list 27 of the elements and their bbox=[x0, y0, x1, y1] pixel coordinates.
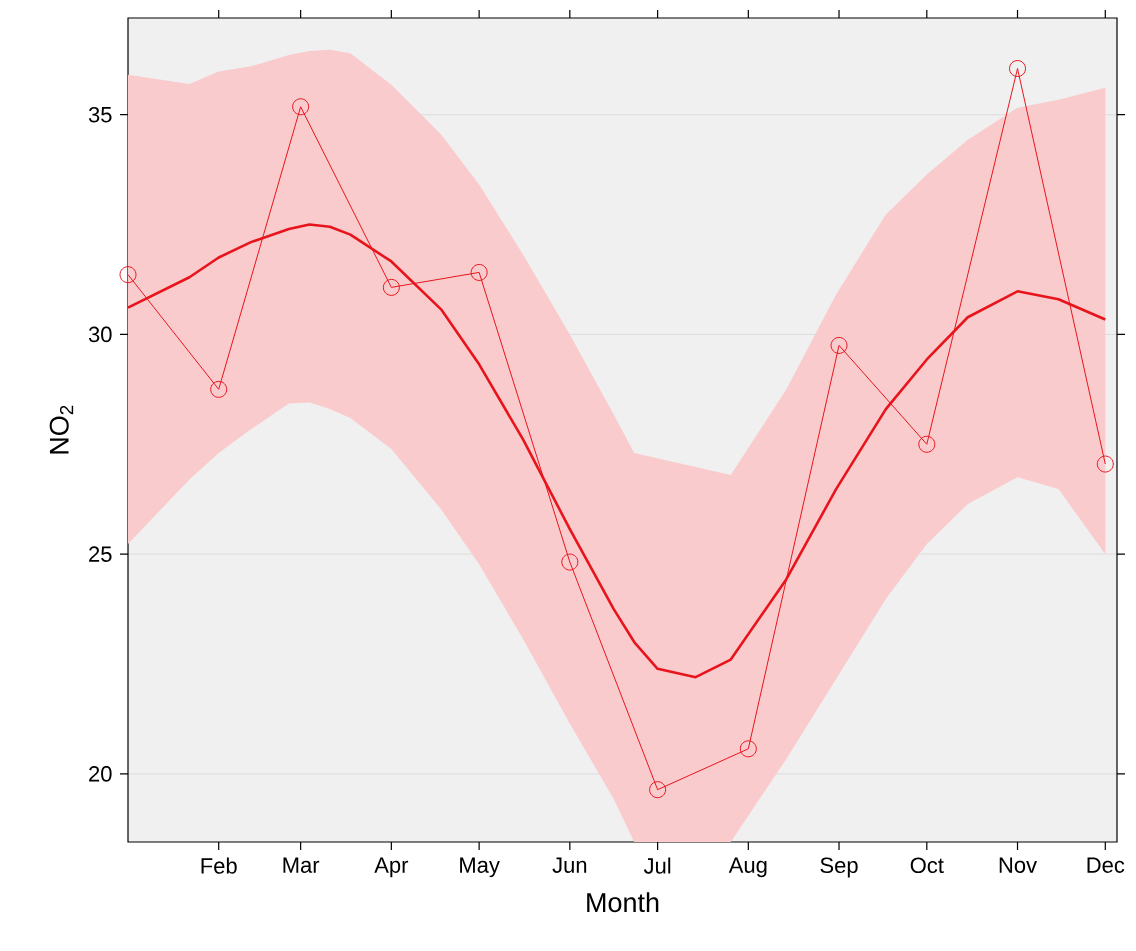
x-tick-label: Mar bbox=[283, 857, 320, 873]
x-tick-label: Jul bbox=[643, 857, 671, 874]
point bbox=[830, 336, 848, 354]
point bbox=[649, 781, 667, 799]
y-tick-label: 25 bbox=[89, 546, 112, 562]
x-tick-label: Jun bbox=[552, 857, 587, 873]
y-tick-label: 30 bbox=[88, 326, 112, 343]
x-tick-label: May bbox=[460, 857, 500, 878]
x-tick-label: Aug bbox=[728, 857, 767, 878]
point bbox=[292, 98, 310, 116]
x-tick-label: Oct bbox=[910, 857, 944, 874]
y-tick-label: 20 bbox=[89, 766, 112, 782]
point bbox=[739, 740, 757, 758]
point bbox=[918, 435, 936, 453]
point bbox=[470, 263, 488, 281]
point bbox=[1009, 60, 1027, 78]
x-tick-label: Nov bbox=[999, 857, 1037, 873]
x-axis-title: Month bbox=[587, 892, 659, 913]
x-tick-label: Apr bbox=[374, 857, 409, 878]
x-tick-label: Feb bbox=[201, 857, 237, 874]
y-axis-title: NO$_{2}$ bbox=[49, 405, 74, 454]
point bbox=[1096, 455, 1114, 473]
x-tick-label: Dec bbox=[1087, 857, 1125, 873]
point bbox=[561, 553, 579, 571]
x-tick-label: Sep bbox=[820, 857, 858, 878]
y-tick-label: 35 bbox=[88, 106, 112, 123]
point bbox=[382, 278, 400, 296]
